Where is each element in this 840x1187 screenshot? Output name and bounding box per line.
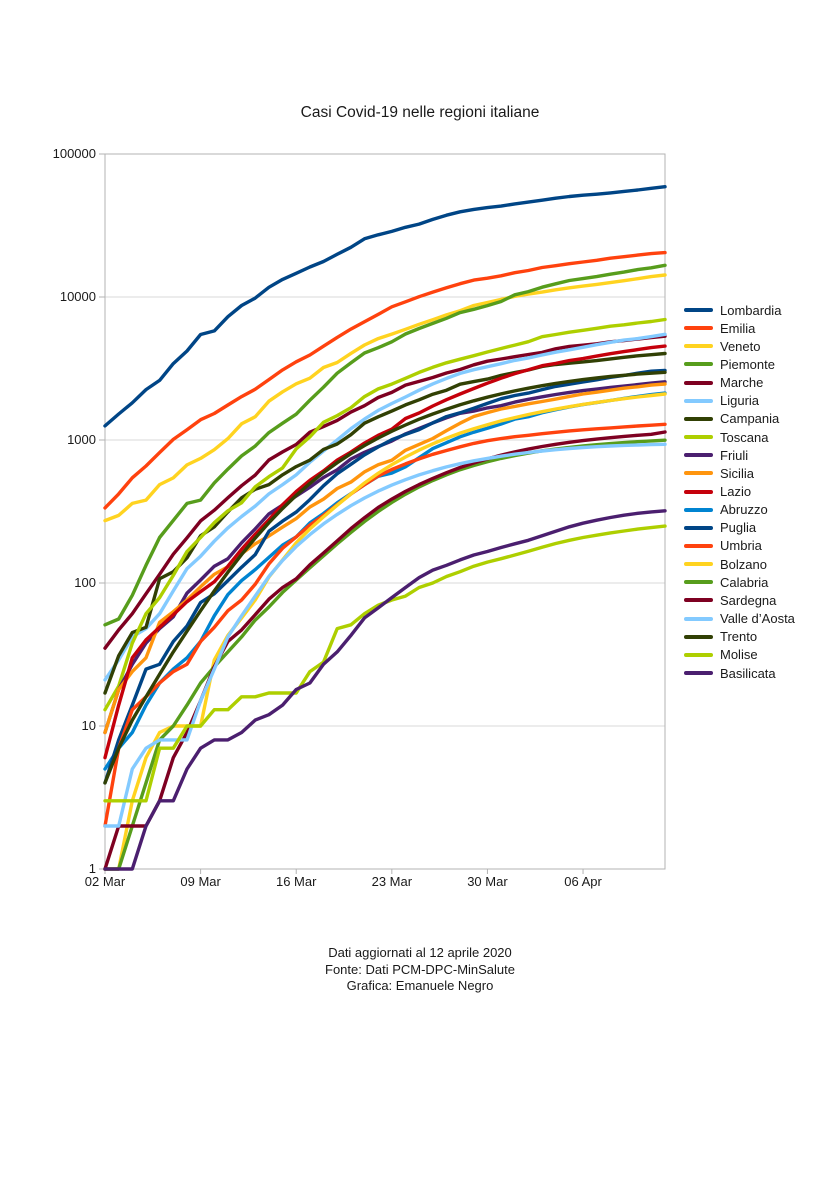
legend-item-molise: Molise	[684, 646, 758, 664]
legend-label-campania: Campania	[720, 411, 780, 427]
legend-label-marche: Marche	[720, 375, 764, 391]
legend-label-emilia: Emilia	[720, 320, 756, 336]
y-tick-label-100: 100	[74, 575, 96, 590]
legend-item-basilicata: Basilicata	[684, 664, 776, 682]
footer: Dati aggiornati al 12 aprile 2020 Fonte:…	[0, 945, 840, 995]
legend-item-toscana: Toscana	[684, 428, 768, 446]
legend-swatch-lazio	[684, 489, 713, 494]
legend-label-friuli: Friuli	[720, 447, 749, 463]
y-axis-labels: 100000 10000 1000 100 10 1	[0, 0, 96, 1187]
legend-swatch-calabria	[684, 580, 713, 585]
series-line-umbria	[103, 422, 667, 828]
legend-label-basilicata: Basilicata	[720, 665, 776, 681]
series-line-veneto	[103, 273, 667, 523]
legend-swatch-sardegna	[684, 598, 713, 603]
legend-item-umbria: Umbria	[684, 537, 762, 555]
series-line-puglia	[103, 368, 667, 785]
legend-label-veneto: Veneto	[720, 338, 761, 354]
legend-label-umbria: Umbria	[720, 538, 762, 554]
legend-item-friuli: Friuli	[684, 446, 748, 464]
x-tick-label-16-mar: 16 Mar	[275, 874, 317, 889]
series-line-trento	[103, 370, 667, 785]
legend-swatch-friuli	[684, 453, 713, 458]
legend-swatch-emilia	[684, 326, 713, 331]
legend-item-sicilia: Sicilia	[684, 464, 754, 482]
legend-label-sardegna: Sardegna	[720, 592, 777, 608]
y-tick-label-1000: 1000	[67, 432, 96, 447]
legend-item-calabria: Calabria	[684, 573, 768, 591]
legend-item-emilia: Emilia	[684, 319, 755, 337]
series-line-piemonte	[103, 263, 667, 627]
legend-swatch-puglia	[684, 525, 713, 530]
legend-swatch-toscana	[684, 435, 713, 440]
legend-item-lazio: Lazio	[684, 483, 751, 501]
series-line-abruzzo	[103, 391, 667, 771]
legend-item-puglia: Puglia	[684, 519, 756, 537]
series-line-marche	[103, 334, 667, 650]
series-line-sicilia	[103, 382, 667, 735]
legend-label-liguria: Liguria	[720, 393, 760, 409]
y-tick-label-100000: 100000	[52, 146, 96, 161]
legend-label-toscana: Toscana	[720, 429, 769, 445]
series-line-sardegna	[103, 430, 667, 871]
legend-swatch-trento	[684, 634, 713, 639]
legend-swatch-liguria	[684, 398, 713, 403]
series-line-lombardia	[103, 184, 667, 428]
series-line-basilicata	[103, 509, 667, 871]
legend-swatch-lombardia	[684, 308, 713, 312]
legend-swatch-campania	[684, 416, 713, 421]
legend-item-marche: Marche	[684, 374, 763, 392]
legend-swatch-veneto	[684, 344, 713, 349]
legend-label-abruzzo: Abruzzo	[720, 502, 768, 518]
y-tick-label-10000: 10000	[59, 289, 96, 304]
footer-line-source: Fonte: Dati PCM-DPC-MinSalute	[325, 961, 515, 977]
series-line-valle-d-aosta	[103, 442, 667, 828]
legend-label-lombardia: Lombardia	[720, 302, 782, 318]
x-tick-label-06-apr: 06 Apr	[564, 874, 602, 889]
footer-line-credit: Grafica: Emanuele Negro	[346, 978, 494, 993]
series-line-liguria	[103, 332, 667, 682]
legend-swatch-valle-d-aosta	[684, 616, 713, 621]
legend-swatch-molise	[684, 652, 713, 657]
legend-label-bolzano: Bolzano	[720, 556, 767, 572]
legend-swatch-piemonte	[684, 362, 713, 367]
legend-swatch-bolzano	[684, 562, 713, 567]
legend-item-veneto: Veneto	[684, 337, 761, 355]
series-line-toscana	[103, 317, 667, 712]
legend-swatch-umbria	[684, 543, 713, 548]
series-line-lazio	[103, 344, 667, 760]
legend-item-valle-d-aosta: Valle d’Aosta	[684, 610, 795, 628]
legend-item-liguria: Liguria	[684, 392, 759, 410]
x-tick-label-23-mar: 23 Mar	[371, 874, 413, 889]
y-tick-label-10: 10	[81, 718, 96, 733]
y-tick-label-1: 1	[88, 861, 96, 876]
legend-label-lazio: Lazio	[720, 484, 752, 499]
legend-swatch-basilicata	[684, 671, 713, 675]
legend-swatch-marche	[684, 380, 713, 385]
x-tick-label-09-mar: 09 Mar	[180, 874, 221, 889]
legend-swatch-abruzzo	[684, 507, 713, 512]
chart-title: Casi Covid-19 nelle regioni italiane	[300, 104, 540, 121]
legend-item-lombardia: Lombardia	[684, 301, 781, 319]
legend-label-valle-d-aosta: Valle d’Aosta	[720, 611, 795, 627]
legend-swatch-sicilia	[684, 471, 713, 476]
legend-label-molise: Molise	[720, 647, 758, 663]
x-tick-label-30-mar: 30 Mar	[467, 874, 508, 889]
legend-item-abruzzo: Abruzzo	[684, 501, 768, 519]
legend-label-trento: Trento	[720, 629, 758, 645]
legend-item-campania: Campania	[684, 410, 779, 428]
legend-label-sicilia: Sicilia	[720, 465, 754, 481]
legend-label-puglia: Puglia	[720, 520, 757, 536]
x-tick-label-02-mar: 02 Mar	[84, 874, 126, 889]
legend-label-calabria: Calabria	[720, 574, 769, 590]
legend-item-bolzano: Bolzano	[684, 555, 767, 573]
legend-item-piemonte: Piemonte	[684, 355, 775, 373]
legend-item-sardegna: Sardegna	[684, 591, 776, 609]
footer-line-updated: Dati aggiornati al 12 aprile 2020	[328, 945, 512, 960]
series-line-emilia	[103, 250, 667, 510]
legend-label-piemonte: Piemonte	[720, 356, 775, 372]
legend-item-trento: Trento	[684, 628, 757, 646]
